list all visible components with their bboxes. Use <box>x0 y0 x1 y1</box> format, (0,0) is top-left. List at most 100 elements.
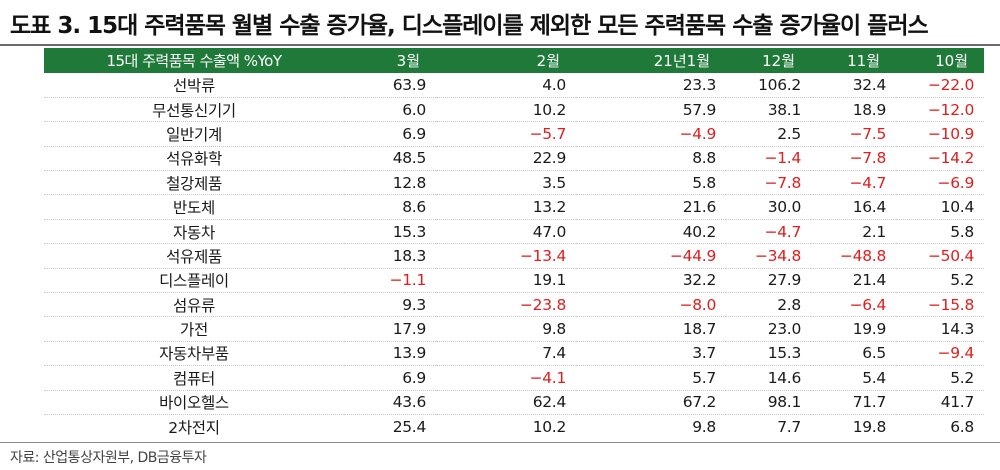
table-cell: 62.4 <box>532 393 567 412</box>
table-cell: 67.2 <box>682 393 717 412</box>
column-header-item: 15대 주력품목 수출액 %YoY <box>106 52 282 70</box>
table-cell: 19.1 <box>532 271 567 290</box>
table-cell: 15.3 <box>392 222 427 241</box>
table-cell: 38.1 <box>767 100 802 119</box>
column-header-feb: 2월 <box>536 52 560 70</box>
table-cell: −9.4 <box>937 344 975 363</box>
table-cell: −15.8 <box>928 295 974 314</box>
table-row: 석유화학 48.5 22.9 8.8 −1.4 −7.8 −14.2 <box>44 146 984 171</box>
row-label: 바이오헬스 <box>159 394 229 413</box>
table-cell: −48.8 <box>840 246 886 265</box>
table-row: 가전 17.9 9.8 18.7 23.0 19.9 14.3 <box>44 317 984 342</box>
table-row: 컴퓨터 6.9 −4.1 5.7 14.6 5.4 5.2 <box>44 366 984 391</box>
table-cell: 21.6 <box>682 198 717 217</box>
table-cell: −34.8 <box>755 246 801 265</box>
table-cell: 6.0 <box>402 100 426 119</box>
table-cell: 8.6 <box>402 198 426 217</box>
source-note: 자료: 산업통상자원부, DB금융투자 <box>10 450 207 466</box>
table-cell: 5.8 <box>950 222 974 241</box>
table-row: 반도체 8.6 13.2 21.6 30.0 16.4 10.4 <box>44 195 984 220</box>
table-row: 일반기계 6.9 −5.7 −4.9 2.5 −7.5 −10.9 <box>44 122 984 147</box>
table-cell: 43.6 <box>392 393 427 412</box>
table-cell: 5.4 <box>862 368 886 387</box>
table-cell: 16.4 <box>852 198 887 217</box>
table-cell: −44.9 <box>670 246 716 265</box>
table-cell: −7.8 <box>849 149 887 168</box>
row-label: 자동차부품 <box>159 345 229 364</box>
table-cell: 3.7 <box>692 344 716 363</box>
table-cell: −6.4 <box>849 295 887 314</box>
table-cell: 18.3 <box>392 246 427 265</box>
table-cell: 19.8 <box>852 417 887 436</box>
table-cell: −23.8 <box>520 295 566 314</box>
table-cell: 10.4 <box>940 198 975 217</box>
table-cell: −22.0 <box>928 75 974 94</box>
table-cell: 6.9 <box>402 124 426 143</box>
table-cell: 57.9 <box>682 100 717 119</box>
row-label: 일반기계 <box>166 125 222 144</box>
table-cell: 12.8 <box>392 173 427 192</box>
row-label: 자동차 <box>173 223 215 242</box>
table-cell: 18.9 <box>852 100 887 119</box>
table-cell: 18.7 <box>682 320 717 339</box>
row-label: 컴퓨터 <box>173 369 215 388</box>
export-growth-table: 15대 주력품목 수출액 %YoY 3월 2월 21년1월 12월 11월 10… <box>44 48 984 439</box>
table-cell: −7.5 <box>849 124 887 143</box>
table-cell: 10.2 <box>532 417 567 436</box>
table-cell: 10.2 <box>532 100 567 119</box>
table-title: 도표 3. 15대 주력품목 월별 수출 증가율, 디스플레이를 제외한 모든 … <box>10 13 929 39</box>
table-cell: 6.9 <box>402 368 426 387</box>
table-cell: 17.9 <box>392 320 427 339</box>
table-cell: −4.7 <box>764 222 802 241</box>
row-label: 무선통신기기 <box>152 101 236 120</box>
table-cell: 48.5 <box>392 149 427 168</box>
table-row: 2차전지 25.4 10.2 9.8 7.7 19.8 6.8 <box>44 414 984 438</box>
row-label: 석유화학 <box>166 150 222 169</box>
table-cell: 2.5 <box>777 124 801 143</box>
table-cell: 32.2 <box>682 271 717 290</box>
table-cell: −7.8 <box>764 173 802 192</box>
table-cell: −4.1 <box>529 368 567 387</box>
row-label: 섬유류 <box>173 296 215 315</box>
table-row: 무선통신기기 6.0 10.2 57.9 38.1 18.9 −12.0 <box>44 97 984 122</box>
table-cell: 22.9 <box>532 149 567 168</box>
table-cell: −12.0 <box>928 100 974 119</box>
table-body: 선박류 63.9 4.0 23.3 106.2 32.4 −22.0 무선통신기기 6.0 10.… <box>44 73 984 439</box>
row-label: 디스플레이 <box>159 272 229 291</box>
table-cell: 21.4 <box>852 271 887 290</box>
table-cell: 5.2 <box>950 271 974 290</box>
table-cell: 23.0 <box>767 320 802 339</box>
table-cell: 27.9 <box>767 271 802 290</box>
table-cell: 14.3 <box>940 320 975 339</box>
table-cell: 2.1 <box>862 222 886 241</box>
table-cell: −14.2 <box>928 149 974 168</box>
table-cell: 71.7 <box>852 393 887 412</box>
table-cell: 5.8 <box>692 173 716 192</box>
table-cell: −1.1 <box>389 271 427 290</box>
table-cell: 13.9 <box>392 344 427 363</box>
table-cell: −5.7 <box>529 124 567 143</box>
table-cell: 13.2 <box>532 198 567 217</box>
top-divider <box>0 44 1000 46</box>
table-row: 자동차 15.3 47.0 40.2 −4.7 2.1 5.8 <box>44 219 984 244</box>
row-label: 철강제품 <box>166 174 222 193</box>
table-cell: 41.7 <box>940 393 975 412</box>
table-cell: 19.9 <box>852 320 887 339</box>
bottom-divider <box>0 442 1000 443</box>
table-row: 선박류 63.9 4.0 23.3 106.2 32.4 −22.0 <box>44 73 984 98</box>
table-cell: 6.5 <box>862 344 886 363</box>
table-cell: −1.4 <box>764 149 802 168</box>
table-cell: −6.9 <box>937 173 975 192</box>
table-cell: 63.9 <box>392 75 427 94</box>
table-row: 자동차부품 13.9 7.4 3.7 15.3 6.5 −9.4 <box>44 341 984 366</box>
table-row: 디스플레이 −1.1 19.1 32.2 27.9 21.4 5.2 <box>44 268 984 293</box>
table-cell: 3.5 <box>542 173 566 192</box>
row-label: 가전 <box>180 321 208 340</box>
table-cell: 5.2 <box>950 368 974 387</box>
table-cell: 8.8 <box>692 149 716 168</box>
column-header-dec: 12월 <box>762 52 795 70</box>
table-cell: 25.4 <box>392 417 427 436</box>
table-cell: 9.3 <box>402 295 426 314</box>
table-cell: 14.6 <box>767 368 802 387</box>
table-cell: 7.7 <box>777 417 801 436</box>
